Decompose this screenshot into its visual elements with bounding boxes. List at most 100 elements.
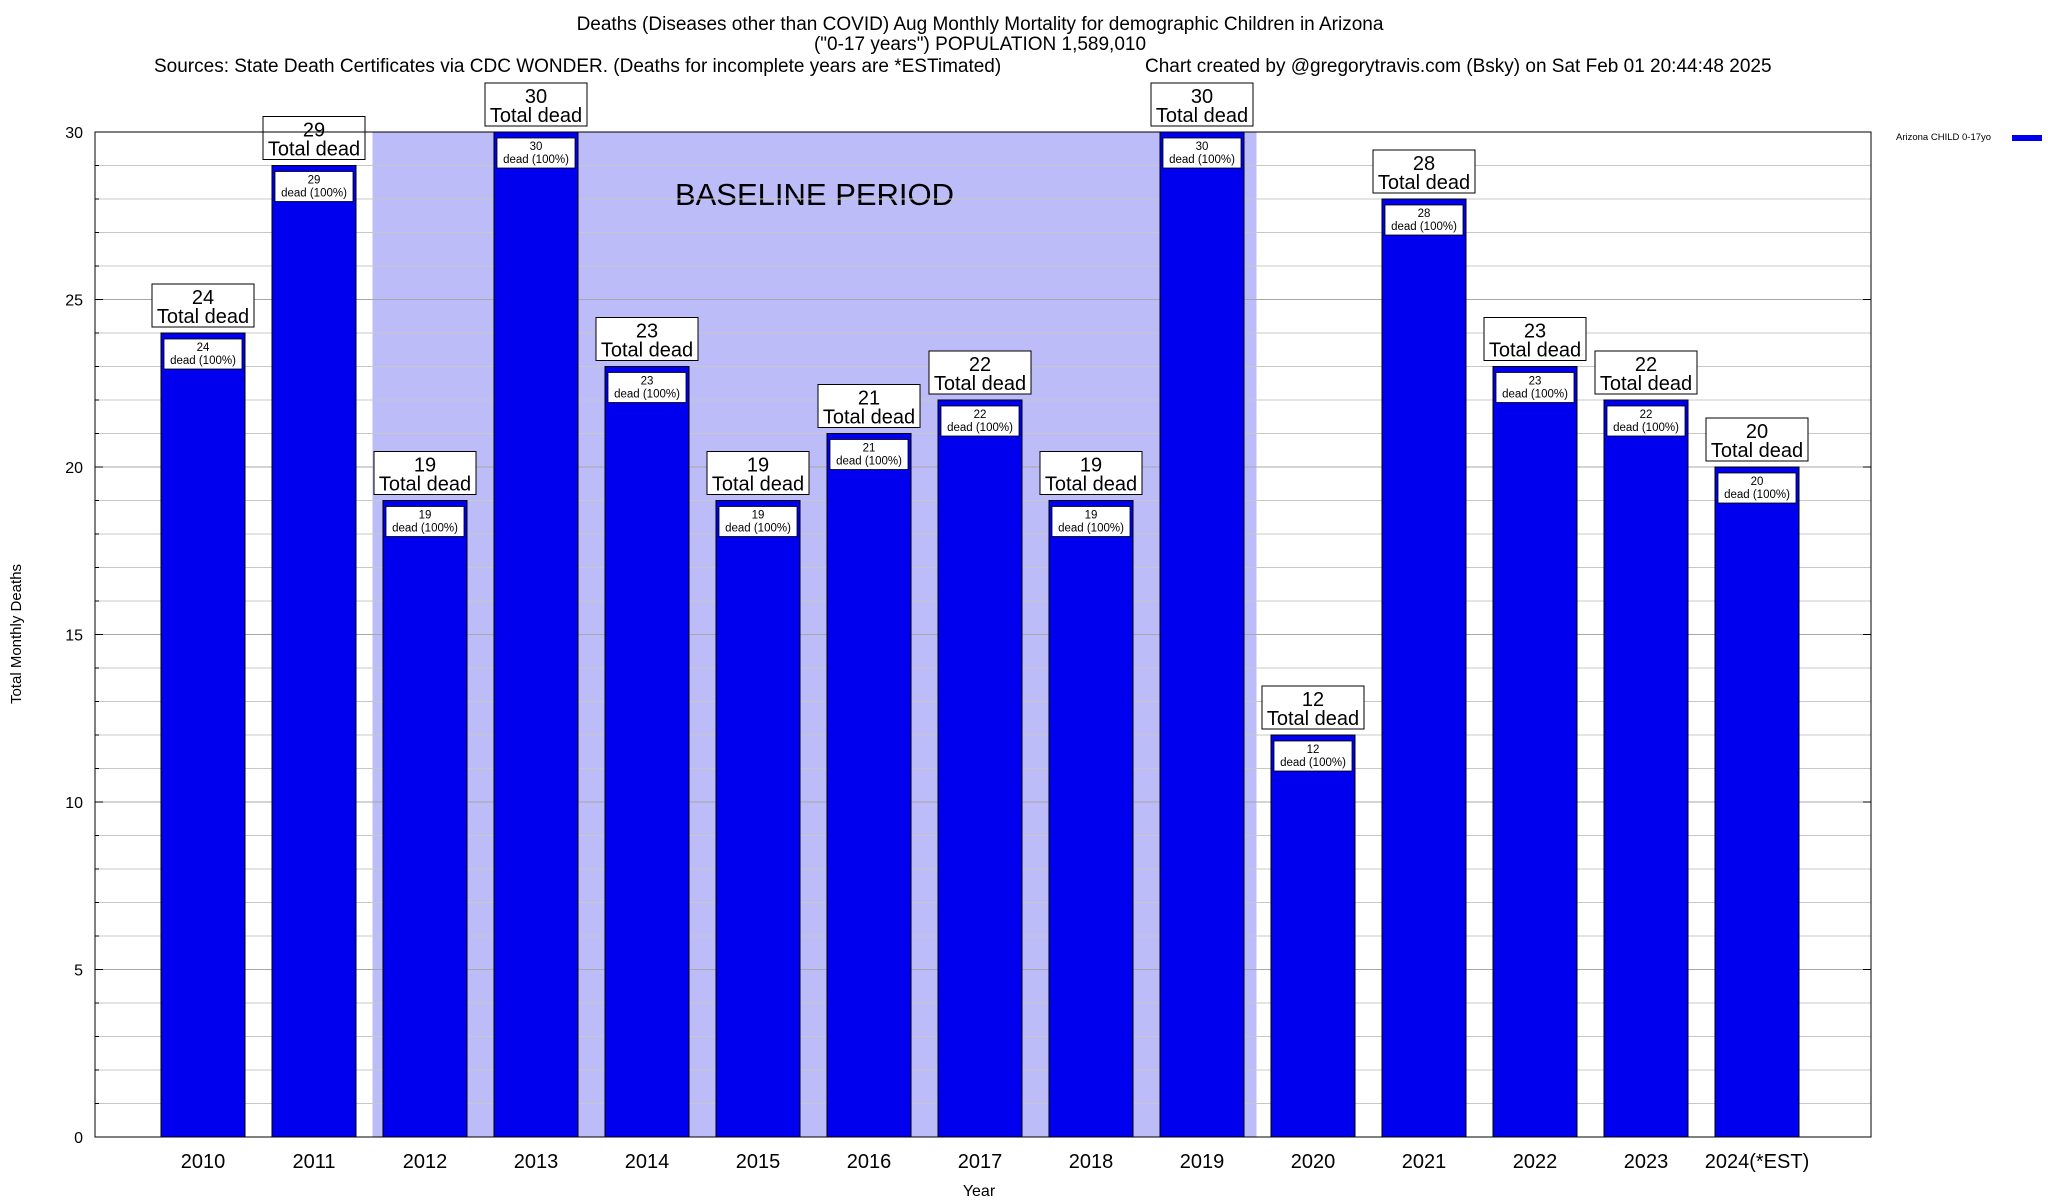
chart-subtitle-credit: Chart created by @gregorytravis.com (Bsk… xyxy=(1145,56,1772,77)
bar-top-value: 29 xyxy=(303,120,325,142)
bar-inner-label-box xyxy=(1273,740,1353,772)
bar xyxy=(1492,366,1578,1138)
y-tick-label: 15 xyxy=(65,628,83,645)
x-tick-label: 2017 xyxy=(958,1151,1003,1173)
bar-inner-value: 29 xyxy=(308,175,321,187)
bar-top-value: 30 xyxy=(525,86,547,108)
x-tick-label: 2018 xyxy=(1069,1151,1114,1173)
chart-header: Deaths (Diseases other than COVID) Aug M… xyxy=(154,14,1772,77)
x-tick-label: 2010 xyxy=(181,1151,226,1173)
bar-top-value: 19 xyxy=(1080,455,1102,477)
x-tick-label: 2015 xyxy=(736,1151,781,1173)
bar-inner-percent: dead (100%) xyxy=(170,355,236,367)
x-tick-label: 2022 xyxy=(1513,1151,1558,1173)
bar-inner-percent: dead (100%) xyxy=(614,389,680,401)
bar-top-caption: Total dead xyxy=(1045,474,1137,496)
bar-top-caption: Total dead xyxy=(823,407,915,429)
bar-inner-value: 19 xyxy=(1085,510,1098,522)
bar-top-value: 20 xyxy=(1746,421,1768,443)
bar xyxy=(1714,466,1800,1138)
bar-top-caption: Total dead xyxy=(934,373,1026,395)
bar-top-value: 22 xyxy=(969,354,991,376)
bar-inner-label-box xyxy=(1162,137,1242,169)
y-axis: 0 5 10 15 20 25 30 xyxy=(65,125,1871,1147)
bar-inner-percent: dead (100%) xyxy=(947,422,1013,434)
bar-inner-value: 21 xyxy=(863,443,876,455)
bar xyxy=(1048,500,1134,1138)
bar-top-value: 28 xyxy=(1413,153,1435,175)
bar-inner-percent: dead (100%) xyxy=(503,154,569,166)
bar-inner-percent: dead (100%) xyxy=(1280,757,1346,769)
bar-inner-label-box xyxy=(1051,506,1131,537)
bar-inner-label-box xyxy=(274,171,354,202)
x-axis-label: Year xyxy=(963,1183,996,1200)
bar xyxy=(937,399,1023,1138)
bar-inner-value: 20 xyxy=(1751,476,1764,488)
bar-inner-percent: dead (100%) xyxy=(1502,389,1568,401)
bar-inner-label-box xyxy=(1717,472,1797,504)
bar-inner-value: 23 xyxy=(641,376,654,388)
y-tick-label: 5 xyxy=(74,963,83,980)
x-axis: 2010 2011 2012 2013 2014 2015 2016 2017 2018 2019… xyxy=(181,1151,1810,1173)
bar-top-caption: Total dead xyxy=(1600,373,1692,395)
bar-top-label-box xyxy=(262,116,366,160)
bar-top-value: 23 xyxy=(636,321,658,343)
bar-inner-label-box xyxy=(1495,372,1575,403)
x-tick-label: 2019 xyxy=(1180,1151,1225,1173)
bar-top-label-box xyxy=(151,283,255,328)
bar-inner-value: 12 xyxy=(1307,744,1320,756)
bar-top-label-box xyxy=(817,384,921,428)
bar xyxy=(1603,399,1689,1138)
bar xyxy=(715,500,801,1138)
bar-inner-label-box xyxy=(496,137,576,169)
bar-inner-value: 22 xyxy=(1640,409,1653,421)
bar-top-label-box xyxy=(1150,82,1254,127)
bar-top-caption: Total dead xyxy=(1489,340,1581,362)
plot-frame xyxy=(94,131,1872,1138)
bar xyxy=(826,433,912,1138)
y-tick-label: 10 xyxy=(65,795,83,812)
bar-top-value: 12 xyxy=(1302,689,1324,711)
bar-inner-percent: dead (100%) xyxy=(1058,523,1124,535)
bar-inner-value: 23 xyxy=(1529,376,1542,388)
bar-inner-label-box xyxy=(607,372,687,403)
y-tick-label: 30 xyxy=(65,125,83,142)
y-tick-label: 0 xyxy=(74,1130,83,1147)
bar-inner-value: 24 xyxy=(197,342,210,354)
bar-inner-percent: dead (100%) xyxy=(725,523,791,535)
x-tick-label: 2013 xyxy=(514,1151,559,1173)
bar-inner-percent: dead (100%) xyxy=(1613,422,1679,434)
bar xyxy=(1159,131,1245,1138)
bar-inner-value: 30 xyxy=(1196,141,1209,153)
bar xyxy=(271,165,357,1138)
x-tick-label: 2012 xyxy=(403,1151,448,1173)
bar-inner-value: 28 xyxy=(1418,208,1431,220)
bar-top-caption: Total dead xyxy=(1711,440,1803,462)
bar-inner-value: 19 xyxy=(419,510,432,522)
bar-top-caption: Total dead xyxy=(1156,105,1248,127)
bar-top-caption: Total dead xyxy=(157,306,249,328)
bar-top-value: 23 xyxy=(1524,321,1546,343)
bar-inner-label-box xyxy=(718,506,798,537)
bar-top-caption: Total dead xyxy=(1378,172,1470,194)
chart-title: Deaths (Diseases other than COVID) Aug M… xyxy=(577,14,1384,35)
bar-top-value: 24 xyxy=(192,287,214,309)
bar-inner-percent: dead (100%) xyxy=(1724,489,1790,501)
legend-swatch xyxy=(2012,135,2042,141)
bar-top-caption: Total dead xyxy=(490,105,582,127)
bar-top-value: 30 xyxy=(1191,86,1213,108)
bar-top-label-box xyxy=(1261,685,1365,730)
bar-top-label-box xyxy=(1039,451,1143,495)
bar xyxy=(160,332,246,1138)
y-axis-label: Total Monthly Deaths xyxy=(8,564,25,704)
y-tick-label: 25 xyxy=(65,293,83,310)
bar-top-caption: Total dead xyxy=(268,139,360,161)
x-tick-label: 2024(*EST) xyxy=(1705,1151,1810,1173)
chart-subtitle-sources: Sources: State Death Certificates via CD… xyxy=(154,56,1001,77)
bar-inner-percent: dead (100%) xyxy=(1169,154,1235,166)
x-tick-label: 2023 xyxy=(1624,1151,1669,1173)
bar-top-value: 19 xyxy=(747,455,769,477)
bar-top-label-box xyxy=(1594,350,1698,395)
bar-inner-label-box xyxy=(940,405,1020,437)
